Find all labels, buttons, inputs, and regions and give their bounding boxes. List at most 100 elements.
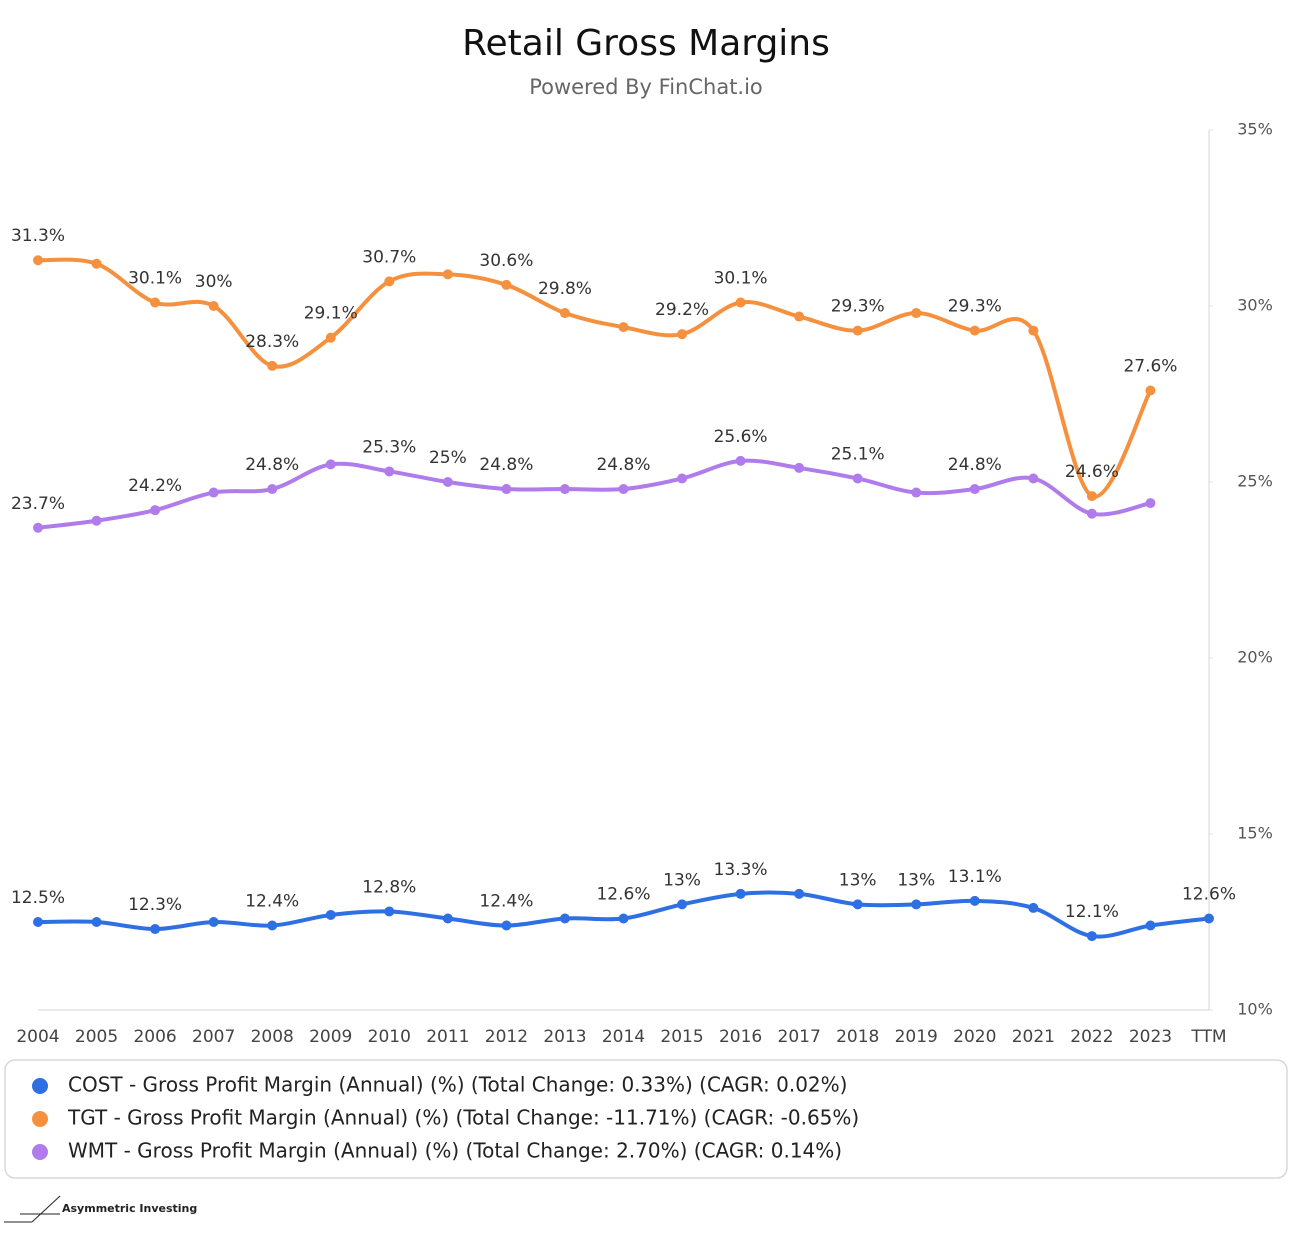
x-tick-label: 2008 — [251, 1027, 294, 1047]
data-point — [1028, 325, 1039, 336]
data-point — [384, 276, 395, 287]
x-tick-label: 2010 — [368, 1027, 411, 1047]
y-tick-label: 25% — [1237, 472, 1273, 491]
data-point — [677, 473, 688, 484]
data-point — [677, 899, 688, 910]
data-point — [794, 311, 805, 322]
data-point — [1086, 931, 1097, 942]
data-label: 30% — [195, 272, 233, 292]
x-tick-label: 2007 — [192, 1027, 235, 1047]
data-point — [852, 899, 863, 910]
x-tick-label: 2015 — [660, 1027, 703, 1047]
x-tick-label: 2011 — [426, 1027, 469, 1047]
data-point — [442, 477, 453, 487]
data-label: 12.5% — [11, 888, 65, 908]
data-label: 12.1% — [1065, 902, 1119, 922]
data-point — [969, 484, 980, 495]
x-tick-label: TTM — [1190, 1027, 1226, 1047]
legend-box — [4, 1059, 1288, 1179]
data-point — [33, 522, 43, 533]
data-point — [33, 255, 43, 266]
data-label: 25.6% — [714, 427, 768, 447]
data-label: 29.2% — [655, 300, 709, 320]
data-point — [267, 920, 278, 931]
data-label: 30.1% — [128, 268, 182, 288]
data-point — [267, 484, 278, 495]
y-tick-label: 15% — [1237, 824, 1273, 843]
data-point — [208, 301, 219, 311]
chart-title: Retail Gross Margins — [462, 23, 830, 64]
data-point — [91, 515, 102, 526]
data-label: 30.7% — [362, 247, 416, 267]
x-tick-label: 2023 — [1129, 1027, 1172, 1047]
data-point — [501, 920, 512, 931]
data-point — [442, 913, 453, 924]
data-label: 29.8% — [538, 279, 592, 299]
data-point — [911, 487, 922, 498]
data-label: 24.8% — [479, 455, 533, 475]
data-label: 12.3% — [128, 895, 182, 915]
data-point — [911, 308, 922, 319]
data-point — [1204, 913, 1214, 924]
data-point — [559, 913, 570, 924]
data-label: 12.6% — [1182, 884, 1236, 904]
legend-label: WMT - Gross Profit Margin (Annual) (%) (… — [68, 1139, 842, 1163]
legend-marker — [32, 1078, 48, 1094]
x-tick-label: 2005 — [75, 1027, 118, 1047]
x-tick-label: 2020 — [953, 1027, 996, 1047]
data-label: 25.1% — [831, 444, 885, 464]
x-tick-label: 2018 — [836, 1027, 879, 1047]
data-label: 25% — [429, 448, 467, 468]
data-point — [794, 462, 805, 473]
legend-marker — [32, 1144, 48, 1160]
x-tick-label: 2014 — [602, 1027, 645, 1047]
data-point — [852, 473, 863, 484]
data-point — [969, 325, 980, 336]
data-point — [618, 484, 629, 495]
data-point — [442, 269, 453, 280]
data-point — [911, 899, 922, 910]
data-point — [91, 258, 102, 269]
data-point — [384, 906, 395, 917]
data-point — [325, 332, 336, 343]
data-point — [735, 888, 746, 899]
data-point — [618, 913, 629, 924]
data-point — [501, 484, 512, 495]
data-point — [1028, 902, 1039, 913]
x-tick-label: 2017 — [778, 1027, 821, 1047]
data-label: 24.2% — [128, 476, 182, 496]
data-point — [1145, 920, 1156, 931]
data-point — [33, 917, 43, 927]
data-point — [325, 459, 336, 470]
x-tick-label: 2022 — [1070, 1027, 1113, 1047]
data-label: 27.6% — [1123, 356, 1177, 376]
x-tick-label: 2004 — [16, 1027, 59, 1047]
legend-label: TGT - Gross Profit Margin (Annual) (%) (… — [67, 1106, 859, 1130]
data-point — [325, 909, 336, 920]
chart-subtitle: Powered By FinChat.io — [529, 75, 763, 99]
data-point — [150, 924, 161, 935]
y-tick-label: 30% — [1237, 296, 1273, 315]
data-point — [267, 360, 278, 371]
data-label: 12.6% — [596, 884, 650, 904]
data-label: 30.1% — [714, 268, 768, 288]
data-point — [1028, 473, 1039, 484]
data-label: 30.6% — [479, 251, 533, 271]
legend-marker — [32, 1111, 48, 1127]
data-point — [384, 466, 395, 477]
data-point — [150, 505, 161, 516]
data-point — [1145, 498, 1156, 509]
data-point — [1086, 491, 1097, 502]
data-point — [559, 308, 570, 319]
data-point — [559, 484, 570, 495]
data-label: 24.8% — [948, 455, 1002, 475]
data-label: 29.1% — [304, 304, 358, 324]
data-point — [91, 917, 102, 927]
x-tick-label: 2019 — [895, 1027, 938, 1047]
data-label: 24.8% — [596, 455, 650, 475]
data-point — [501, 279, 512, 290]
y-tick-label: 20% — [1237, 648, 1273, 667]
data-label: 13% — [839, 870, 877, 890]
